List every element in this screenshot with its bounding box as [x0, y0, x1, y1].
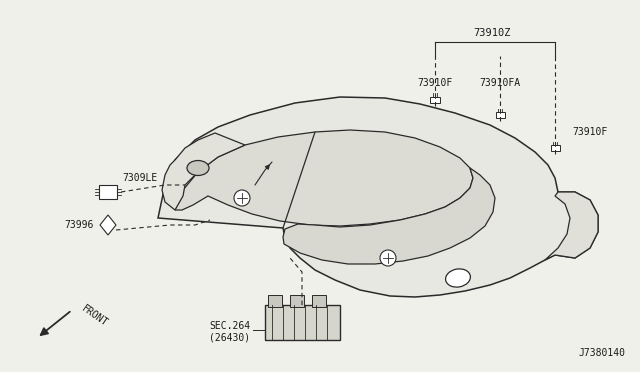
Bar [268, 295, 282, 307]
Polygon shape [158, 97, 598, 297]
Text: 73910F: 73910F [417, 78, 452, 88]
Polygon shape [162, 133, 245, 210]
Text: 73910FA: 73910FA [479, 78, 520, 88]
Text: FRONT: FRONT [80, 303, 110, 328]
Text: J7380140: J7380140 [578, 348, 625, 358]
Polygon shape [175, 130, 473, 226]
Text: 7309LE: 7309LE [122, 173, 157, 183]
Ellipse shape [187, 160, 209, 176]
Text: 73910Z: 73910Z [473, 28, 511, 38]
Bar [99, 185, 117, 199]
Bar [430, 97, 440, 103]
Circle shape [380, 250, 396, 266]
Text: 73996: 73996 [65, 220, 94, 230]
Bar [495, 112, 504, 118]
Polygon shape [265, 305, 340, 340]
Polygon shape [283, 168, 495, 264]
Polygon shape [545, 192, 598, 260]
Circle shape [234, 190, 250, 206]
Bar [290, 295, 304, 307]
Polygon shape [100, 215, 116, 235]
Bar [550, 145, 559, 151]
Text: 73910F: 73910F [572, 127, 607, 137]
Bar [312, 295, 326, 307]
Text: (26430): (26430) [209, 332, 250, 342]
Ellipse shape [445, 269, 470, 287]
Text: SEC.264: SEC.264 [209, 321, 250, 331]
